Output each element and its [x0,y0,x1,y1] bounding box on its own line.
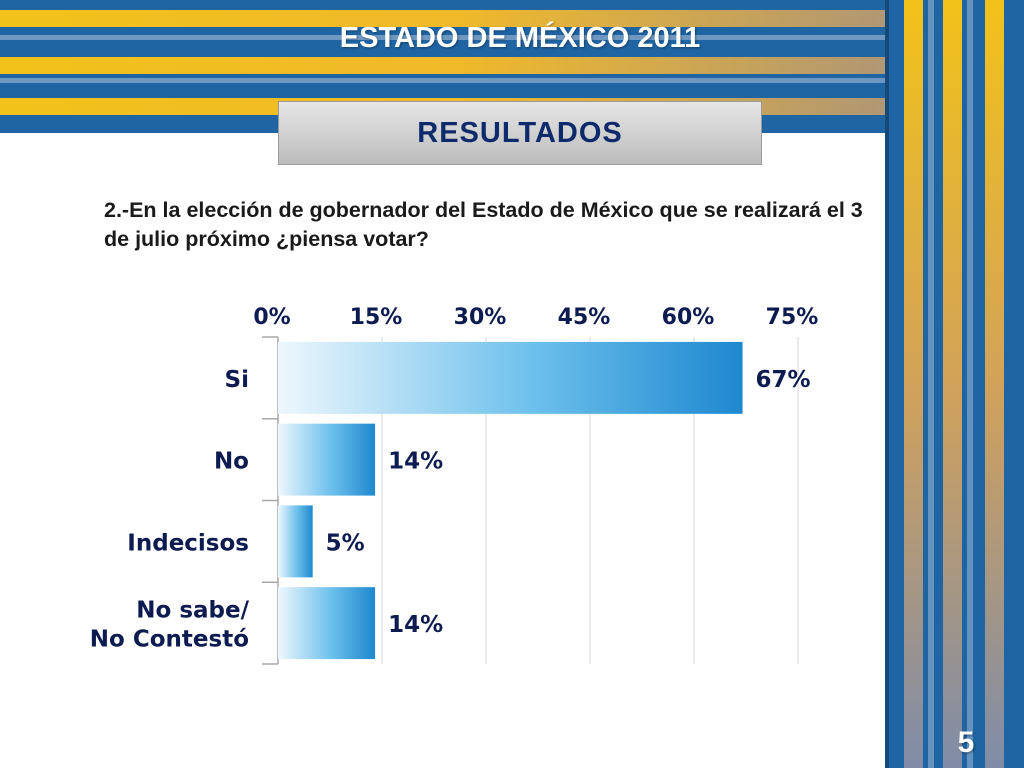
results-banner: RESULTADOS [278,101,762,165]
x-tick-label: 30% [454,305,507,330]
category-label: No [214,449,249,475]
stripe-gold-h-0 [0,10,1024,27]
x-tick-label: 15% [350,305,403,330]
stripe-light-v-1 [967,0,973,768]
results-label: RESULTADOS [417,116,623,149]
data-label: 5% [326,530,365,556]
x-tick-label: 75% [766,305,819,330]
stripe-edge [885,0,889,768]
stripe-gold-v-1 [943,0,962,768]
category-label: No Contestó [90,627,249,653]
category-label: No sabe/ [136,598,249,624]
bar-1 [278,423,376,496]
page-number: 5 [957,726,975,759]
x-tick-label: 60% [662,305,715,330]
data-label: 14% [388,612,443,638]
category-label: Indecisos [127,530,249,556]
bar-3 [278,587,376,660]
x-tick-label: 0% [253,305,290,330]
content-area [0,133,885,768]
stripe-light-h-1 [0,78,1024,83]
stripe-gold-v-0 [904,0,923,768]
stripe-light-v-0 [928,0,934,768]
data-label: 14% [388,449,443,475]
header-title: ESTADO DE MÉXICO 2011 [339,22,701,54]
stripe-light-h-0 [0,35,1024,40]
bar-0 [278,341,743,414]
category-label: Si [225,367,249,393]
bar-2 [278,505,313,578]
question-text: 2.-En la elección de gobernador del Esta… [104,198,863,251]
stripe-gold-v-2 [985,0,1004,768]
stripe-gold-h-1 [0,57,1024,74]
data-label: 67% [756,367,811,393]
x-tick-label: 45% [558,305,611,330]
